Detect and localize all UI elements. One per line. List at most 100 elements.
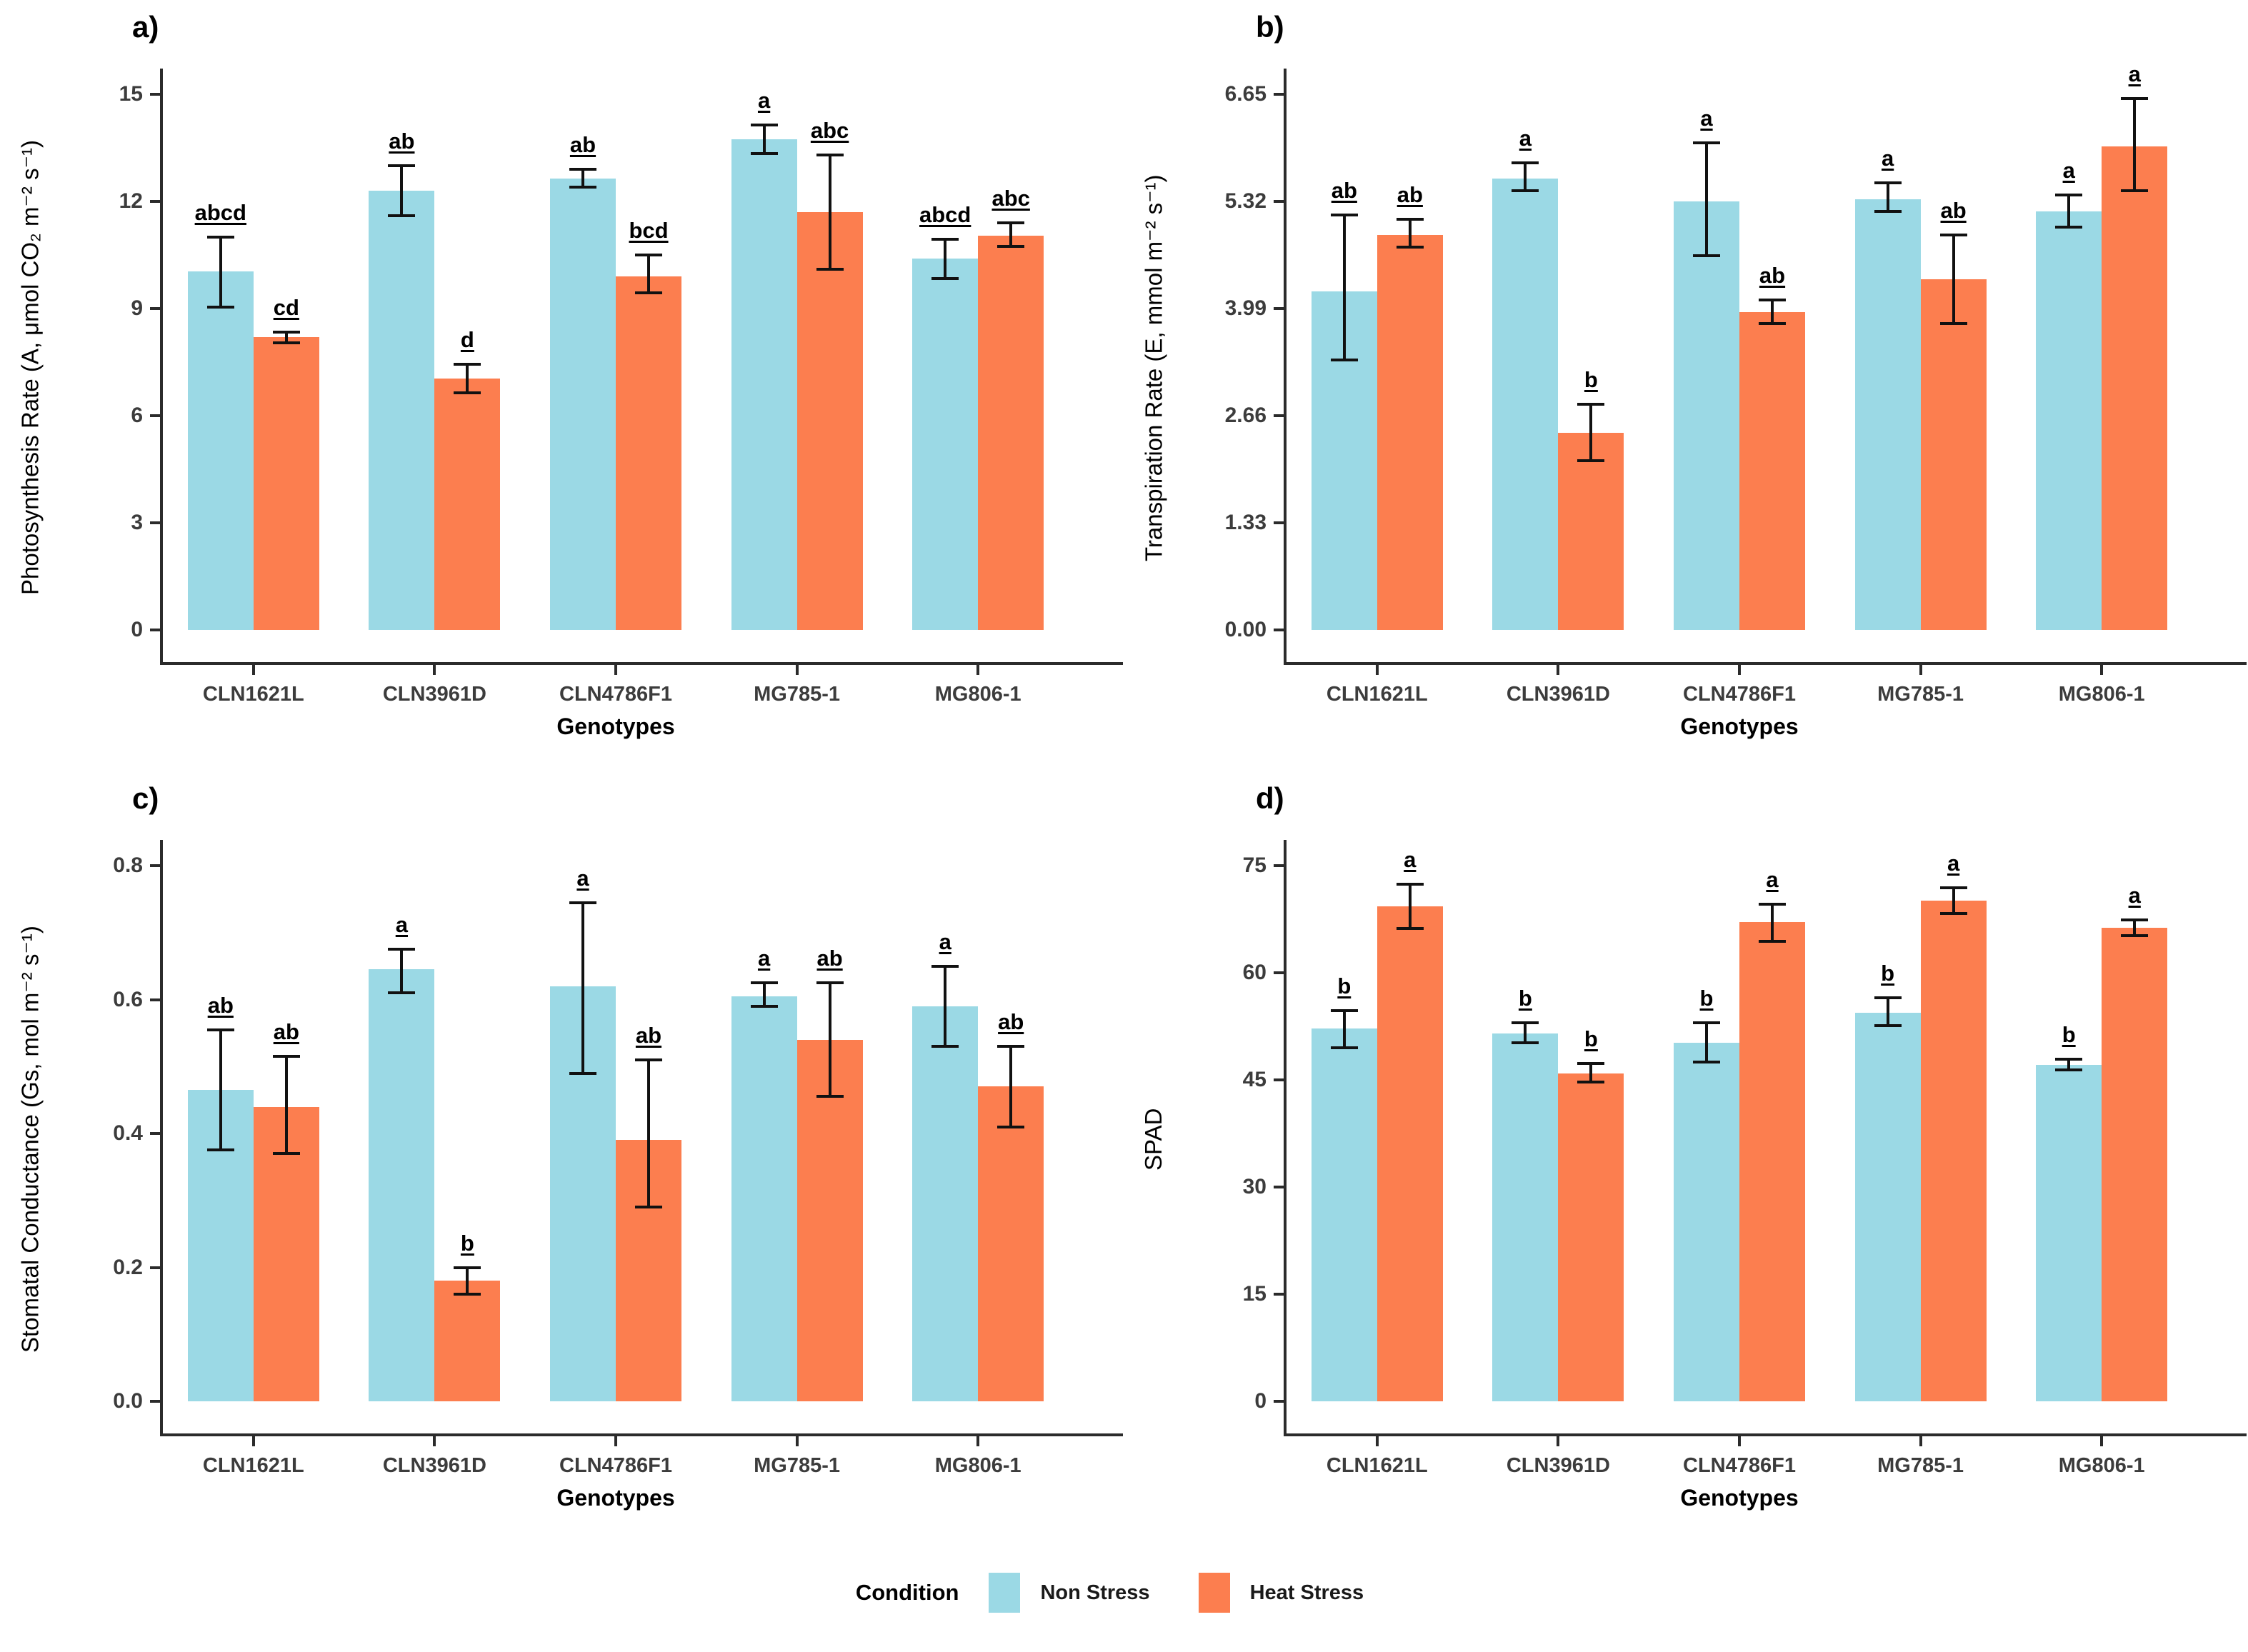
bar-non-stress: [1492, 1033, 1559, 1401]
x-tick-mark: [1738, 665, 1741, 675]
significance-letter: abcd: [194, 200, 246, 225]
error-bar-line: [828, 155, 831, 269]
error-bar-line: [1009, 1046, 1013, 1127]
y-axis-line: [1284, 840, 1287, 1436]
y-tick-label: 75: [1242, 853, 1267, 877]
error-bar-line: [2133, 98, 2137, 191]
x-tick-label: CLN1621L: [202, 1454, 304, 1477]
error-bar-line: [1771, 299, 1774, 324]
y-tick-label: 5.32: [1224, 189, 1267, 213]
y-tick-mark: [1274, 200, 1284, 203]
y-tick-mark: [150, 1132, 160, 1135]
x-tick-mark: [1919, 665, 1922, 675]
error-bar-line: [1408, 884, 1412, 928]
error-bar-line: [944, 966, 947, 1047]
y-tick-mark: [1274, 414, 1284, 417]
error-bar-cap-bottom: [1396, 927, 1424, 930]
error-bar-cap-bottom: [2121, 934, 2149, 937]
error-bar-line: [219, 237, 222, 307]
error-bar-cap-top: [635, 254, 662, 256]
panel-d-spad: d) SPAD 0 15 30 45 60 75 Genotypes CLN1621L b a CL…: [1124, 771, 2247, 1543]
significance-letter: a: [939, 928, 951, 954]
bar-non-stress: [187, 271, 254, 630]
x-tick-mark: [251, 1436, 255, 1446]
panel-b-plot-area: 0.00 1.33 2.66 3.99 5.32 6.65 Genotypes CLN1621…: [1124, 0, 2247, 771]
bar-non-stress: [369, 969, 435, 1401]
error-bar-cap-top: [1874, 181, 1902, 185]
bar-non-stress: [1674, 1043, 1739, 1401]
bar-heat-stress: [796, 1039, 863, 1401]
error-bar-cap-top: [1396, 883, 1424, 886]
error-bar-cap-top: [206, 236, 234, 239]
error-bar-cap-bottom: [635, 291, 662, 294]
x-tick-mark: [2100, 1436, 2104, 1446]
bar-non-stress: [1311, 1028, 1377, 1401]
x-tick-mark: [795, 665, 799, 675]
error-bar-line: [944, 239, 947, 279]
bar-non-stress: [1854, 199, 1921, 630]
error-bar-cap-bottom: [1577, 1081, 1605, 1083]
significance-letter: a: [1947, 851, 1960, 876]
error-bar-cap-top: [997, 1045, 1025, 1048]
error-bar-cap-bottom: [931, 276, 959, 280]
error-bar-line: [400, 949, 404, 993]
x-tick-label: CLN1621L: [202, 683, 304, 706]
x-axis-line: [160, 1433, 1123, 1436]
significance-letter: a: [2128, 61, 2141, 86]
significance-letter: b: [1584, 1026, 1598, 1051]
bar-non-stress: [1492, 179, 1559, 630]
significance-letter: ab: [389, 129, 415, 154]
error-bar-line: [1524, 1023, 1527, 1043]
y-axis-line: [160, 840, 163, 1436]
panel-a-photosynthesis: a) Photosynthesis Rate (A, μmol CO₂ m⁻² …: [0, 0, 1124, 771]
x-tick-label: MG806-1: [934, 1454, 1021, 1477]
error-bar-cap-top: [388, 164, 416, 167]
significance-letter: ab: [1759, 262, 1786, 288]
error-bar-cap-bottom: [1512, 189, 1539, 193]
significance-letter: ab: [273, 1019, 299, 1045]
y-tick-label: 60: [1242, 961, 1267, 984]
error-bar-line: [219, 1029, 222, 1151]
y-tick-mark: [1274, 93, 1284, 96]
x-tick-mark: [1738, 1436, 1741, 1446]
error-bar-line: [1524, 162, 1527, 191]
bar-heat-stress: [253, 1106, 319, 1401]
bar-non-stress: [912, 259, 979, 630]
error-bar-line: [1771, 904, 1774, 941]
x-axis-title: Genotypes: [1680, 714, 1799, 739]
error-bar-cap-bottom: [272, 1152, 300, 1156]
error-bar-cap-bottom: [1330, 1046, 1358, 1049]
x-tick-mark: [433, 665, 436, 675]
error-bar-line: [2133, 920, 2137, 936]
error-bar-cap-top: [1693, 1021, 1720, 1024]
error-bar-line: [762, 124, 766, 154]
x-tick-label: MG806-1: [2058, 1454, 2145, 1477]
error-bar-line: [1705, 1023, 1708, 1062]
panel-d-plot-area: 0 15 30 45 60 75 Genotypes CLN1621L b a CLN3961D b b…: [1124, 771, 2247, 1543]
x-axis-title: Genotypes: [556, 1485, 675, 1511]
bar-heat-stress: [1739, 922, 1805, 1401]
bar-heat-stress: [616, 276, 681, 630]
error-bar-cap-top: [1330, 214, 1358, 217]
x-tick-label: MG806-1: [934, 683, 1021, 706]
error-bar-cap-top: [2055, 193, 2083, 196]
bar-heat-stress: [978, 235, 1044, 630]
y-tick-label: 6: [131, 404, 143, 427]
y-tick-mark: [150, 93, 160, 96]
error-bar-cap-bottom: [816, 268, 844, 271]
bar-heat-stress: [1558, 1073, 1624, 1401]
x-axis-line: [160, 662, 1123, 665]
error-bar-line: [647, 255, 650, 293]
significance-letter: a: [1881, 146, 1894, 171]
error-bar-line: [1342, 215, 1346, 361]
x-tick-label: MG785-1: [1877, 683, 1964, 706]
bar-non-stress: [731, 996, 797, 1401]
error-bar-line: [1009, 223, 1013, 246]
bar-non-stress: [1854, 1013, 1921, 1401]
panel-a-plot-area: 0 3 6 9 12 15 Genotypes CLN1621L abcd cd CLN3961D a…: [0, 0, 1124, 771]
y-tick-label: 0.00: [1224, 618, 1267, 641]
y-tick-label: 6.65: [1224, 82, 1267, 106]
error-bar-cap-bottom: [454, 1293, 481, 1296]
significance-letter: a: [1519, 125, 1532, 151]
